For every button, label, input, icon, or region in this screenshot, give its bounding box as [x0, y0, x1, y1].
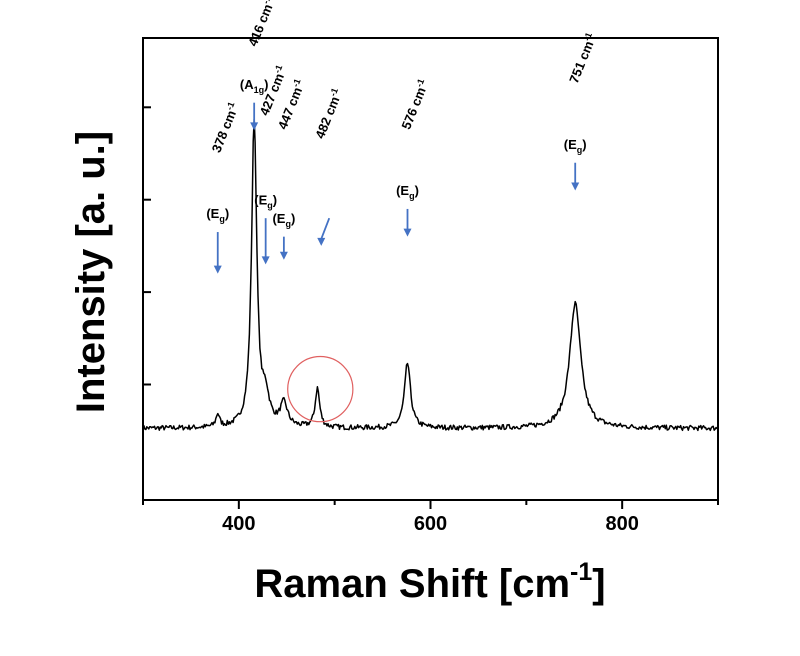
mode-label: (Eg)	[564, 137, 587, 155]
peak-arrowhead	[250, 122, 259, 131]
x-axis-label-main: Raman Shift [cm	[254, 562, 570, 606]
x-tick-label: 800	[605, 513, 638, 535]
peak-wavenumber-label: 482 cm-1	[311, 86, 345, 140]
peak-arrow	[320, 217, 331, 240]
peak-arrowhead	[279, 251, 288, 260]
peak-wavenumber-label: 751 cm-1	[565, 31, 599, 85]
x-tick-label: 400	[222, 513, 255, 535]
mode-label: (Eg)	[272, 211, 295, 229]
mode-label: (Eg)	[206, 206, 229, 224]
x-axis-label: Raman Shift [cm-1]	[254, 558, 605, 606]
peak-wavenumber-label: 378 cm-1	[208, 100, 242, 154]
x-tick-label: 600	[414, 513, 447, 535]
peak-arrowhead	[571, 182, 580, 191]
peak-wavenumber-label: 416 cm-1	[244, 0, 278, 48]
spectrum-line	[142, 118, 719, 432]
y-axis-label: Intensity [a. u.]	[69, 131, 113, 413]
mode-label: (A1g)	[240, 77, 269, 95]
x-axis-label-end: ]	[592, 562, 605, 606]
peak-arrowhead	[317, 237, 326, 246]
x-axis-label-sup: -1	[570, 558, 592, 586]
mode-label: (Eg)	[254, 192, 277, 210]
peak-wavenumber-label: 576 cm-1	[397, 77, 431, 131]
mode-label: (Eg)	[396, 183, 419, 201]
peak-arrowhead	[403, 228, 412, 237]
peak-arrowhead	[213, 265, 222, 274]
highlight-circle	[287, 355, 354, 423]
peak-arrowhead	[261, 256, 270, 265]
